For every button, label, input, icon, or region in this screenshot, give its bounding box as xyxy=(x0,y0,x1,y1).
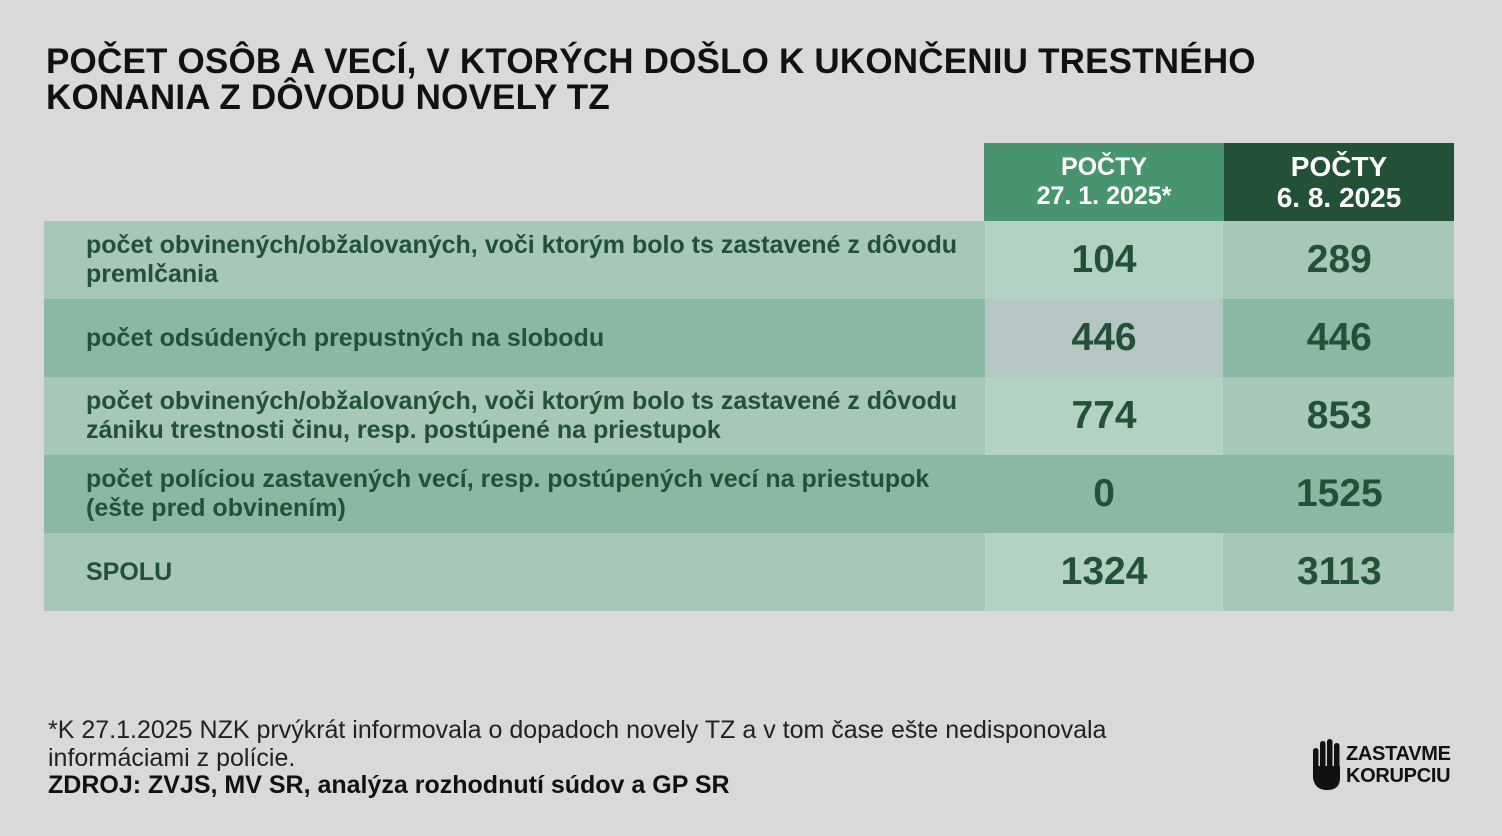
table-row: počet obvinených/obžalovaných, voči ktor… xyxy=(44,221,1454,299)
row-label: SPOLU xyxy=(86,557,173,586)
logo: ZASTAVME KORUPCIU xyxy=(1312,738,1451,792)
value-cell: 0 xyxy=(985,455,1223,533)
logo-line1: ZASTAVME xyxy=(1346,743,1451,765)
value-cell: 1525 xyxy=(1224,455,1454,533)
value-cell: 1324 xyxy=(985,533,1223,611)
table-row: počet políciou zastavených vecí, resp. p… xyxy=(44,455,1454,533)
column-header-2025-08: POČTY 6. 8. 2025 xyxy=(1224,143,1454,221)
page-title: POČET OSÔB A VECÍ, V KTORÝCH DOŠLO K UKO… xyxy=(46,42,1256,117)
row-label: počet obvinených/obžalovaných, voči ktor… xyxy=(86,387,958,444)
row-label: počet odsúdených prepustných na slobodu xyxy=(86,323,605,352)
value-cell: 289 xyxy=(1224,221,1454,299)
column-header-2025-01: POČTY 27. 1. 2025* xyxy=(984,143,1224,221)
value-cell: 774 xyxy=(985,377,1223,455)
table-row-total: SPOLU 1324 3113 xyxy=(44,533,1454,611)
value-cell: 446 xyxy=(985,299,1223,377)
column-header-line1: POČTY xyxy=(1060,153,1148,181)
table-row: počet odsúdených prepustných na slobodu … xyxy=(44,299,1454,377)
column-header-line1: POČTY xyxy=(1290,151,1388,182)
value-cell: 446 xyxy=(1224,299,1454,377)
value-cell: 3113 xyxy=(1224,533,1454,611)
value-cell: 853 xyxy=(1224,377,1454,455)
logo-line2: KORUPCIU xyxy=(1346,765,1451,787)
footnote: *K 27.1.2025 NZK prvýkrát informovala o … xyxy=(48,716,1107,772)
row-label: počet políciou zastavených vecí, resp. p… xyxy=(86,465,930,522)
source-note: ZDROJ: ZVJS, MV SR, analýza rozhodnutí s… xyxy=(48,771,730,799)
value-cell: 104 xyxy=(985,221,1223,299)
raised-hand-icon xyxy=(1313,739,1340,790)
row-label: počet obvinených/obžalovaných, voči ktor… xyxy=(86,231,958,288)
column-header-line2: 27. 1. 2025* xyxy=(1036,182,1172,210)
column-header-line2: 6. 8. 2025 xyxy=(1276,182,1402,213)
table-row: počet obvinených/obžalovaných, voči ktor… xyxy=(44,377,1454,455)
